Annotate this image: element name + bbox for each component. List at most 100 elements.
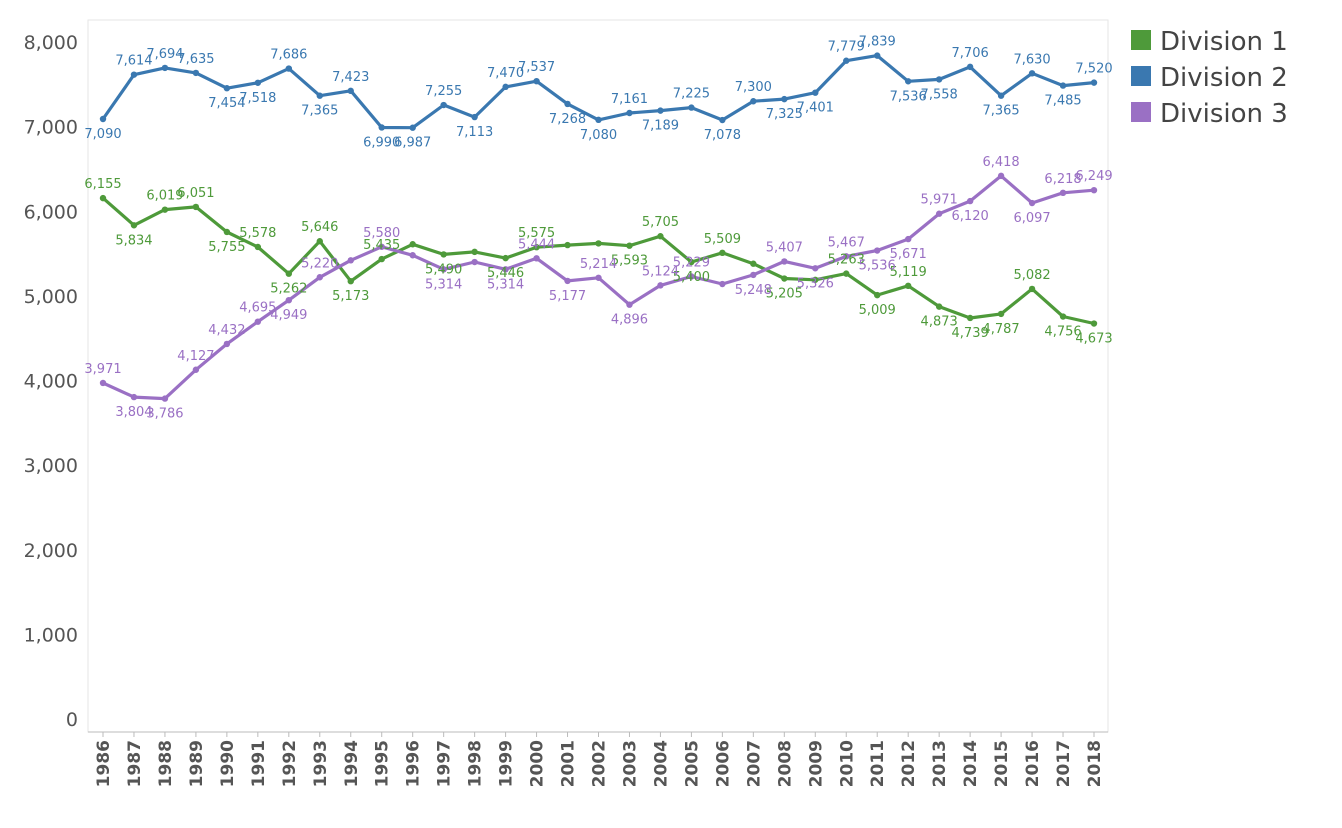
- data-label: 6,097: [1013, 211, 1050, 226]
- data-label: 5,509: [704, 232, 741, 247]
- data-label: 4,949: [270, 308, 307, 323]
- data-point: [1028, 285, 1036, 293]
- data-label: 4,873: [921, 315, 958, 330]
- y-tick-label: 3,000: [24, 455, 78, 477]
- data-point: [997, 310, 1005, 318]
- data-label: 7,470: [487, 66, 524, 81]
- data-label: 3,786: [146, 407, 183, 422]
- data-label: 7,113: [456, 125, 493, 140]
- x-tick-label: 1992: [280, 740, 300, 787]
- data-label: 4,787: [982, 322, 1019, 337]
- data-label: 7,268: [549, 112, 586, 127]
- data-point: [316, 92, 323, 99]
- data-point: [843, 253, 850, 260]
- data-point: [719, 116, 726, 124]
- x-tick-label: 2000: [528, 740, 548, 787]
- data-point: [223, 228, 231, 236]
- data-point: [440, 266, 447, 273]
- data-label: 7,365: [301, 104, 338, 119]
- data-point: [688, 258, 695, 266]
- data-point: [1028, 199, 1036, 207]
- data-label: 5,124: [642, 264, 679, 279]
- data-point: [347, 278, 354, 285]
- data-point: [533, 77, 540, 85]
- data-point: [781, 95, 788, 103]
- x-tick-label: 1995: [373, 740, 393, 787]
- data-point: [471, 113, 478, 121]
- data-point: [254, 318, 262, 325]
- data-label: 3,971: [84, 362, 121, 377]
- data-point: [502, 83, 509, 91]
- data-label: 5,671: [890, 247, 927, 262]
- data-point: [409, 241, 416, 248]
- data-point: [935, 303, 943, 310]
- data-point: [781, 275, 788, 282]
- data-label: 5,009: [859, 303, 896, 318]
- x-tick-label: 2010: [837, 740, 857, 787]
- legend-label: Division 1: [1160, 27, 1288, 57]
- data-label: 6,987: [394, 136, 431, 151]
- data-label: 5,119: [890, 265, 927, 280]
- data-label: 7,423: [332, 70, 369, 85]
- y-tick-label: 5,000: [24, 286, 78, 308]
- data-label: 4,432: [208, 323, 245, 338]
- y-axis: 0 1,000 2,000 3,000 4,000 5,000 6,000 7,000 8,00…: [24, 32, 78, 731]
- data-point: [223, 340, 231, 348]
- data-label: 6,249: [1075, 169, 1112, 184]
- y-tick-label: 7,000: [24, 117, 78, 139]
- data-label: 5,444: [518, 237, 555, 252]
- x-tick-label: 2002: [590, 740, 610, 787]
- data-point: [130, 222, 138, 229]
- data-label: 7,078: [704, 128, 741, 143]
- data-label: 7,225: [673, 87, 710, 102]
- data-label: 6,418: [982, 155, 1019, 170]
- plot-area: [87, 19, 1109, 733]
- data-label: 5,578: [239, 226, 276, 241]
- data-label: 7,630: [1013, 52, 1050, 67]
- data-label: 6,051: [177, 186, 214, 201]
- data-point: [254, 79, 262, 86]
- data-label: 4,896: [611, 313, 648, 328]
- data-point: [750, 260, 757, 267]
- data-label: 7,485: [1044, 94, 1081, 109]
- data-label: 5,446: [487, 266, 524, 281]
- x-tick-label: 2015: [992, 740, 1012, 787]
- data-label: 7,520: [1075, 62, 1112, 77]
- data-point: [502, 254, 509, 262]
- x-tick-label: 2001: [559, 740, 579, 787]
- data-label: 7,090: [84, 127, 121, 142]
- data-label: 5,646: [301, 220, 338, 235]
- data-label: 5,435: [363, 238, 400, 253]
- data-point: [533, 244, 540, 251]
- data-label: 5,575: [518, 226, 555, 241]
- y-tick-label: 8,000: [24, 32, 78, 54]
- data-label: 4,756: [1044, 325, 1081, 340]
- y-tick-label: 0: [66, 709, 78, 731]
- legend-swatch: [1131, 30, 1151, 50]
- data-point: [378, 255, 385, 263]
- x-tick-label: 2018: [1085, 740, 1105, 787]
- data-point: [812, 265, 819, 272]
- data-point: [1090, 79, 1098, 86]
- data-point: [409, 252, 416, 259]
- data-label: 5,082: [1013, 268, 1050, 283]
- data-point: [812, 89, 819, 96]
- data-point: [626, 242, 633, 249]
- data-label: 6,120: [952, 209, 989, 224]
- x-tick-label: 2017: [1054, 740, 1074, 787]
- data-point: [626, 301, 633, 308]
- data-point: [966, 63, 974, 71]
- data-point: [997, 172, 1005, 180]
- data-point: [874, 247, 881, 254]
- data-label: 7,635: [177, 52, 214, 67]
- data-point: [564, 100, 571, 108]
- data-label: 5,407: [766, 240, 803, 255]
- data-point: [966, 197, 974, 205]
- x-tick-label: 2006: [713, 740, 733, 787]
- x-tick-label: 1997: [435, 740, 455, 787]
- data-label: 7,255: [425, 84, 462, 99]
- data-point: [192, 69, 200, 77]
- data-point: [595, 274, 602, 281]
